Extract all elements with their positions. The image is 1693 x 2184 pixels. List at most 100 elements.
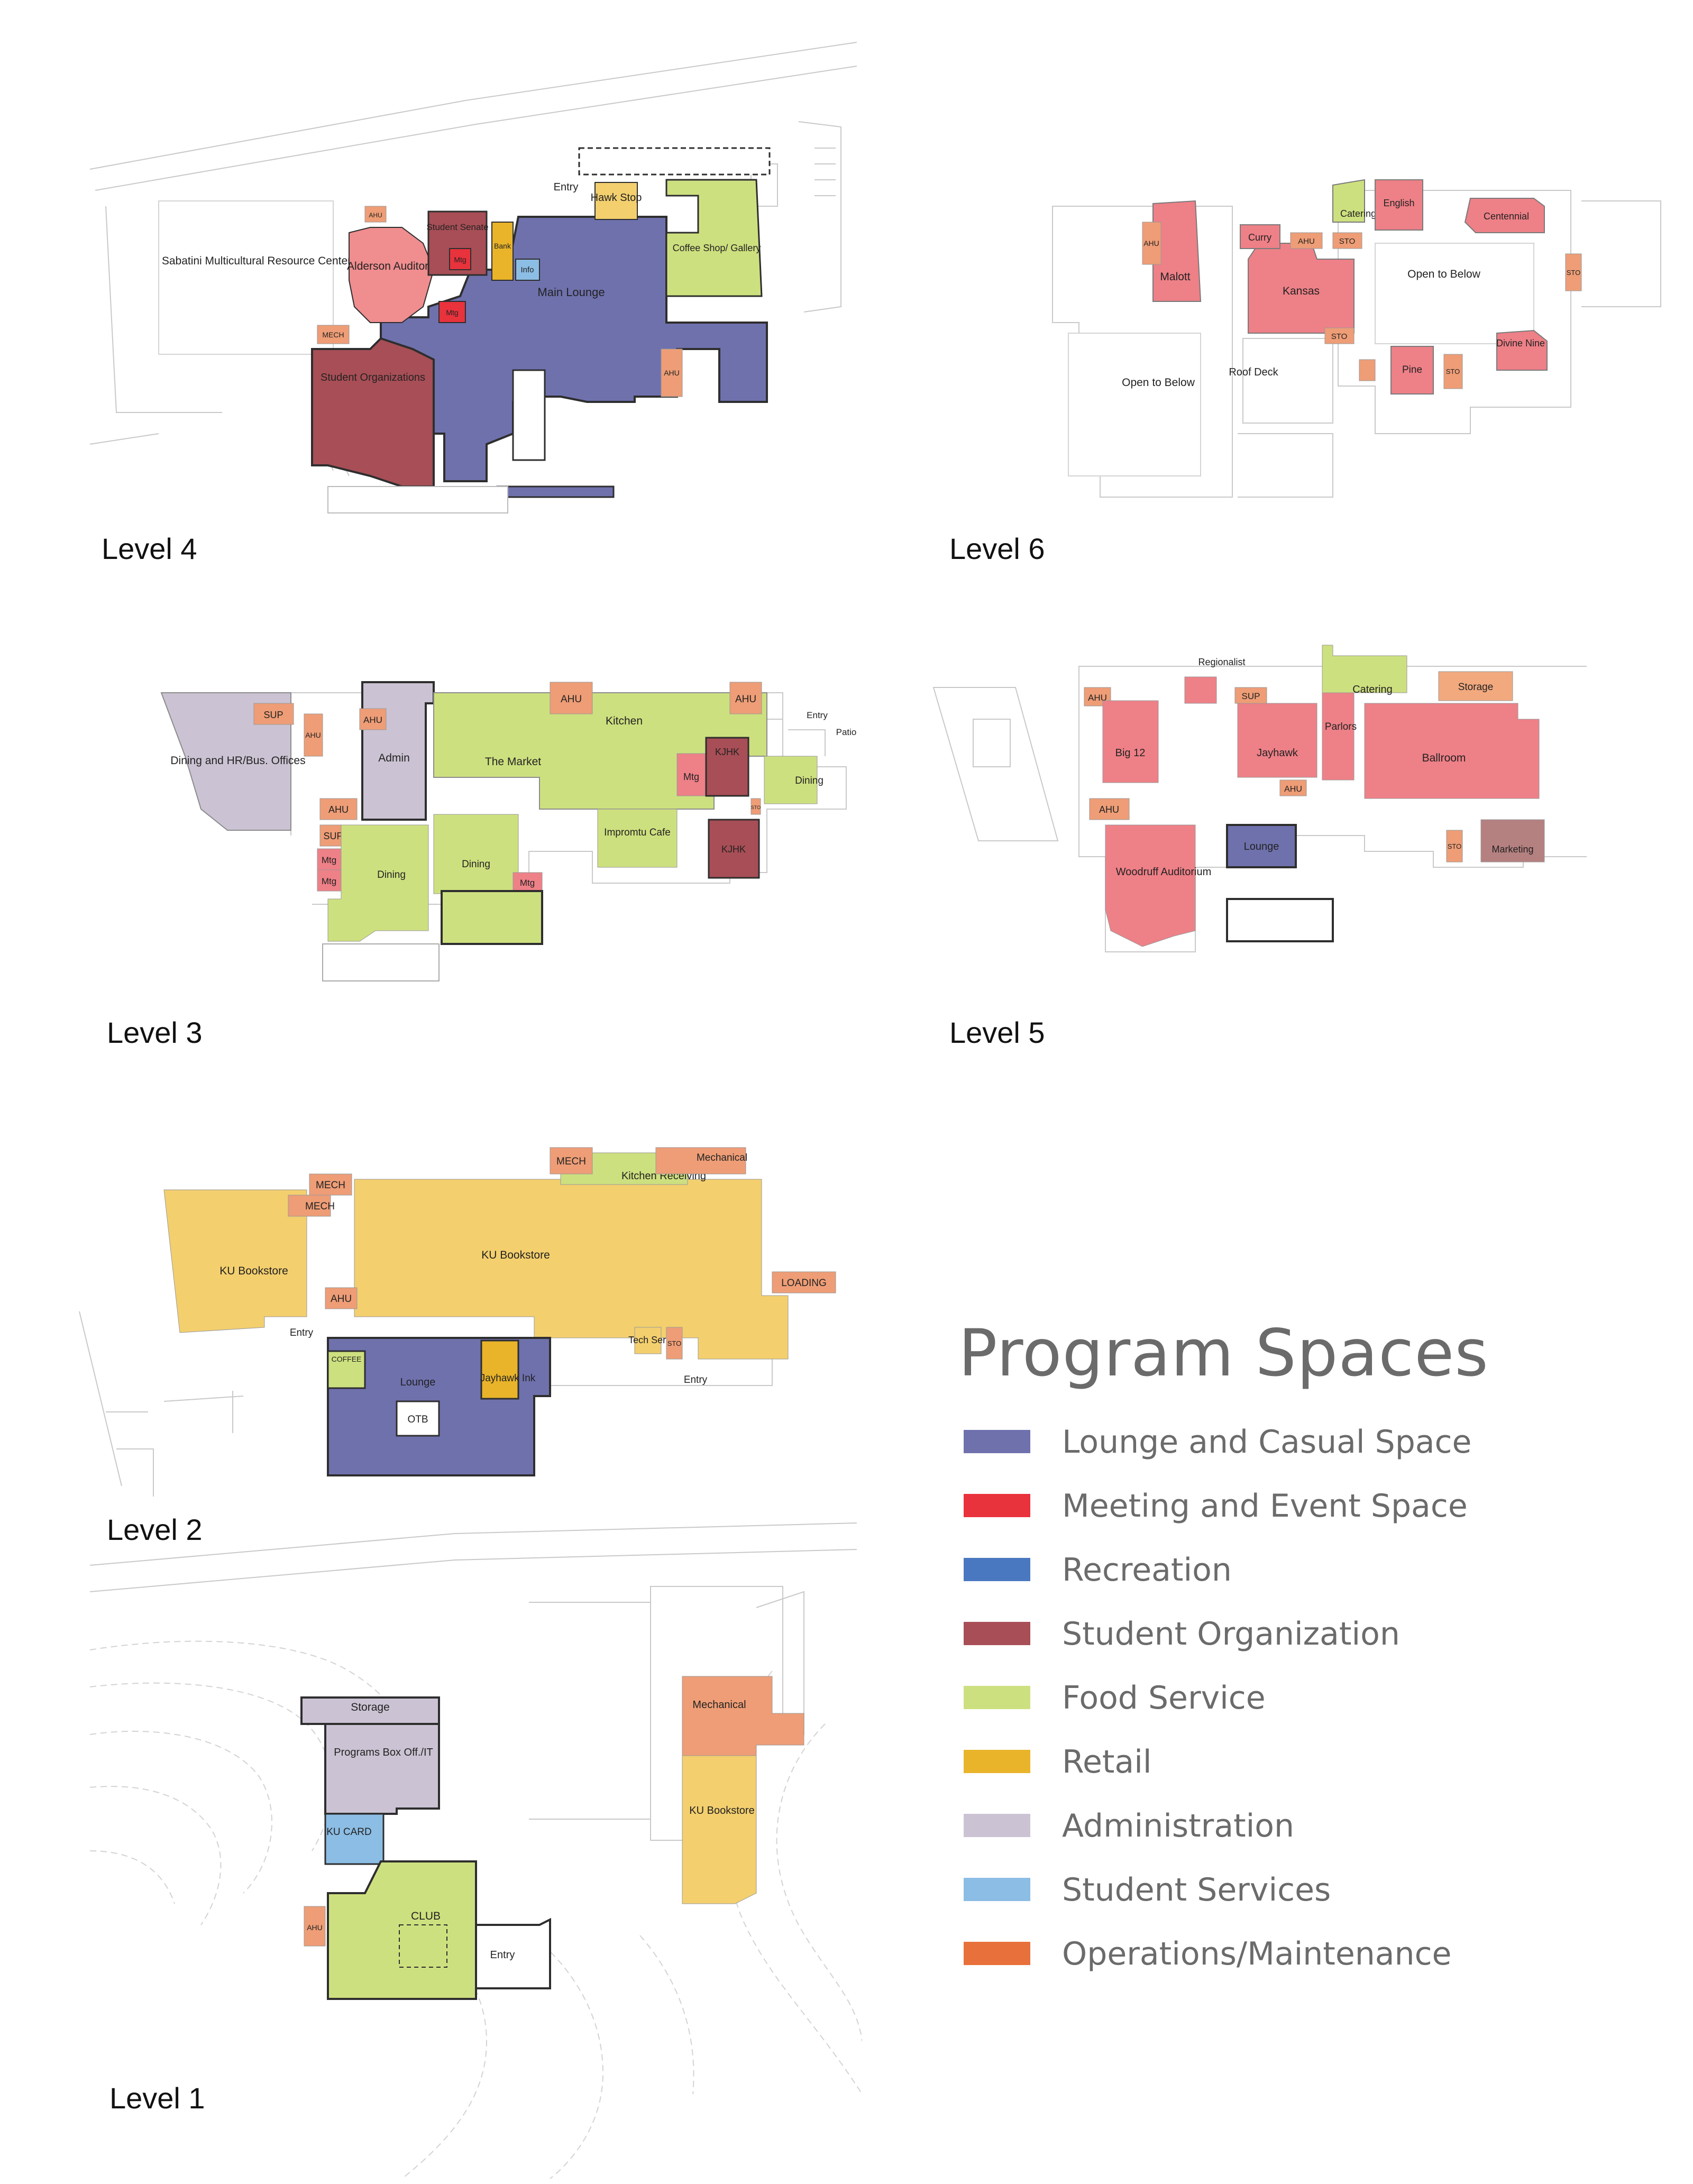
level-1-plan: Storage Programs Box Off./IT KU CARD CLU… [85,1512,862,2179]
level-5-title: Level 5 [949,1016,1045,1049]
storage-area-5 [1438,671,1513,701]
catering-label: Catering [1340,208,1376,219]
ku-bookstore-main-label: KU Bookstore [481,1249,550,1261]
mtg-room-1 [449,248,471,270]
level-1-context-lines [89,1522,857,1841]
student-senate-label: Student Senate [426,222,488,232]
legend-swatch [964,1942,1030,1965]
club-label: CLUB [411,1910,441,1922]
legend-item: Student Organization [964,1611,1545,1675]
sabatini-label: Sabatini Multicultural Resource Center [162,255,351,267]
mtg-room-2 [438,301,466,323]
mech-label-2b: MECH [305,1201,335,1212]
entry-label-1: Entry [490,1949,515,1961]
ahu-label-5a: AHU [1088,693,1107,703]
entry-label-3: Entry [807,710,828,720]
dining-hr-label: Dining and HR/Bus. Offices [170,755,305,767]
info-area [515,259,540,281]
jayhawk-ink-area [480,1339,519,1400]
ahu-label-6a: AHU [1298,237,1315,246]
mech-area [317,325,350,344]
legend-swatch [964,1686,1030,1709]
kjhk-area-1 [705,737,749,797]
marketing-area [1480,819,1545,862]
ku-bookstore-west-area [163,1189,307,1333]
jayhawk-ink-label: Jayhawk Ink [480,1373,536,1384]
ahu-label-6b: AHU [1143,239,1159,247]
entry-label: Entry [554,181,579,193]
legend-label: Student Services [1062,1871,1331,1908]
dining-area-east [764,756,818,804]
sto-label-6c: STO [1567,269,1581,277]
programs-area [324,1723,440,1815]
mech-label: MECH [322,331,344,339]
regionalist-label: Regionalist [1198,657,1245,667]
legend-label: Retail [1062,1743,1152,1781]
storage-label-5: Storage [1458,682,1494,693]
level-4-plan: Sabatini Multicultural Resource Center M… [85,32,862,518]
level-6-plan: Open to Below Open to Below Roof Deck Ma… [1037,159,1671,508]
woodruff-label: Woodruff Auditorium [1116,866,1211,878]
ku-bookstore-label-1: KU Bookstore [689,1805,754,1816]
ahu-label-2: AHU [331,1293,352,1305]
legend-item: Administration [964,1803,1545,1867]
level-2-context-lines [79,1311,773,1497]
level-3-plan: Dining and HR/Bus. Offices SUP AHU Admin… [159,650,867,989]
ahu-label-3b: AHU [363,715,382,725]
ahu-label-3d: AHU [561,694,582,705]
legend-swatch [964,1814,1030,1837]
legend-item: Student Services [964,1867,1545,1931]
marketing-label: Marketing [1491,844,1533,855]
bank-label: Bank [494,242,511,250]
mechanical-label-2: Mechanical [697,1152,747,1163]
woodruff-area [1105,824,1196,947]
hawk-stop-area [594,182,638,220]
programs-label: Programs Box Off./IT [334,1747,433,1758]
sto-label-6a: STO [1339,237,1356,246]
entry-label-2b: Entry [684,1374,708,1385]
centennial-area [1464,198,1545,233]
centennial-label: Centennial [1484,211,1529,222]
ku-bookstore-west-label: KU Bookstore [219,1265,288,1277]
kjhk-label-1: KJHK [715,747,739,757]
legend-swatch [964,1878,1030,1901]
level-5-context-lines [932,666,1587,952]
mtg-label-3c: Mtg [683,772,699,782]
big12-label: Big 12 [1115,747,1146,759]
ahu-label-3a: AHU [305,731,321,739]
student-organizations-area [311,337,435,488]
ku-card-area [324,1813,385,1865]
kjhk-label-2: KJHK [721,844,746,855]
mtg-label-1: Mtg [454,255,466,264]
legend: Lounge and Casual Space Meeting and Even… [964,1419,1545,1995]
ahu-label-1: AHU [307,1923,323,1932]
ballroom-label: Ballroom [1422,752,1466,764]
sto-label-5: STO [1448,842,1462,850]
legend-swatch [964,1558,1030,1581]
big12-area [1102,700,1159,783]
level-1-title: Level 1 [109,2081,205,2115]
level-2-plan: KU Bookstore MECH MECH KU Bookstore Kitc… [74,1137,857,1497]
level-4-title: Level 4 [102,532,197,565]
legend-label: Lounge and Casual Space [1062,1424,1472,1461]
entry-label-2a: Entry [290,1327,314,1338]
ahu-label-5c: AHU [1099,804,1119,815]
mechanical-label-1: Mechanical [692,1699,746,1711]
level-6-title: Level 6 [949,532,1045,565]
loading-label: LOADING [781,1278,827,1289]
open-below-1-label: Open to Below [1122,377,1195,389]
jayhawk-label: Jayhawk [1257,747,1298,759]
coffee-shop-label: Coffee Shop/ Gallery [673,243,761,253]
sup-label-3b: SUP [323,831,343,841]
alderson-auditorium-label: Alderson Auditorium [347,260,446,272]
ahu-label-1: AHU [369,212,382,219]
hawk-stop-label: Hawk Stop [591,192,642,204]
ahu-label-2: AHU [664,369,680,377]
divine-nine-area [1496,329,1548,371]
alderson-auditorium-area [349,227,435,323]
dining-label-east: Dining [795,775,823,786]
legend-swatch [964,1750,1030,1773]
impromtu-area [597,809,678,868]
parlors-area [1322,687,1355,781]
legend-swatch [964,1622,1030,1645]
